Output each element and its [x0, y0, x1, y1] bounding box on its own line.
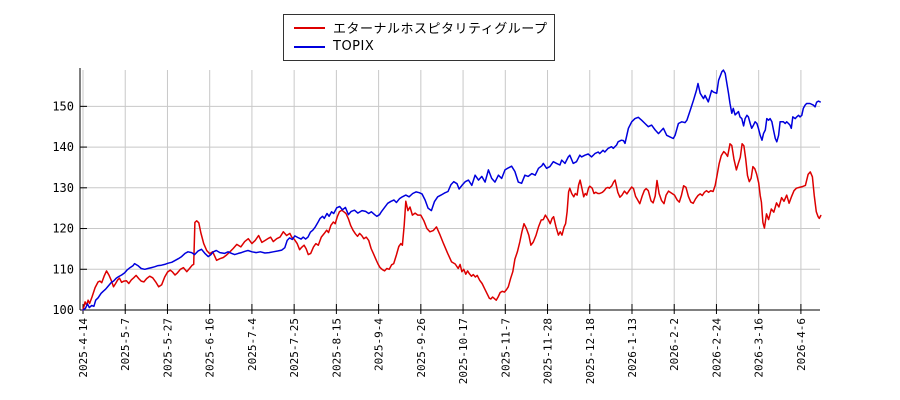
series-line-topix [82, 69, 821, 311]
legend-label-eternal: エターナルホスピタリティグループ [333, 22, 548, 37]
blue-line-sample [294, 45, 325, 48]
x-tick-label: 2025-10-17 [457, 318, 470, 384]
x-tick-label: 2025-7-25 [288, 318, 301, 378]
legend-entry-eternal: エターナルホスピタリティグループ [284, 18, 554, 37]
x-tick-label: 2025-11-7 [499, 318, 512, 378]
x-tick-label: 2025-7-4 [246, 318, 259, 371]
x-tick-label: 2026-2-2 [668, 318, 681, 371]
x-tick-label: 2025-5-7 [119, 318, 132, 371]
legend-entry-topix: TOPIX [284, 37, 554, 56]
x-tick-label: 2026-3-16 [753, 318, 766, 378]
red-line-sample [294, 26, 325, 29]
legend-box: エターナルホスピタリティグループ TOPIX [283, 14, 555, 61]
x-tick-label: 2025-5-27 [161, 318, 174, 378]
x-tick-label: 2026-4-6 [795, 318, 808, 371]
y-tick-label: 100 [52, 303, 74, 317]
x-tick-label: 2026-2-24 [710, 318, 723, 378]
x-tick-label: 2025-4-14 [77, 318, 90, 378]
x-tick-label: 2025-6-16 [204, 318, 217, 378]
y-tick-label: 120 [52, 222, 74, 236]
x-tick-label: 2026-1-13 [626, 318, 639, 378]
y-tick-label: 140 [52, 140, 74, 154]
x-tick-label: 2025-9-26 [415, 318, 428, 378]
series-line-eternal-hospitality [82, 143, 822, 311]
legend-label-topix: TOPIX [333, 39, 375, 54]
x-tick-label: 2025-8-15 [330, 318, 343, 378]
x-tick-label: 2025-12-18 [584, 318, 597, 384]
y-tick-label: 110 [52, 262, 74, 276]
x-tick-label: 2025-9-4 [373, 318, 386, 371]
y-tick-label: 130 [52, 181, 74, 195]
y-tick-label: 150 [52, 99, 74, 113]
x-tick-label: 2025-11-28 [542, 318, 555, 384]
